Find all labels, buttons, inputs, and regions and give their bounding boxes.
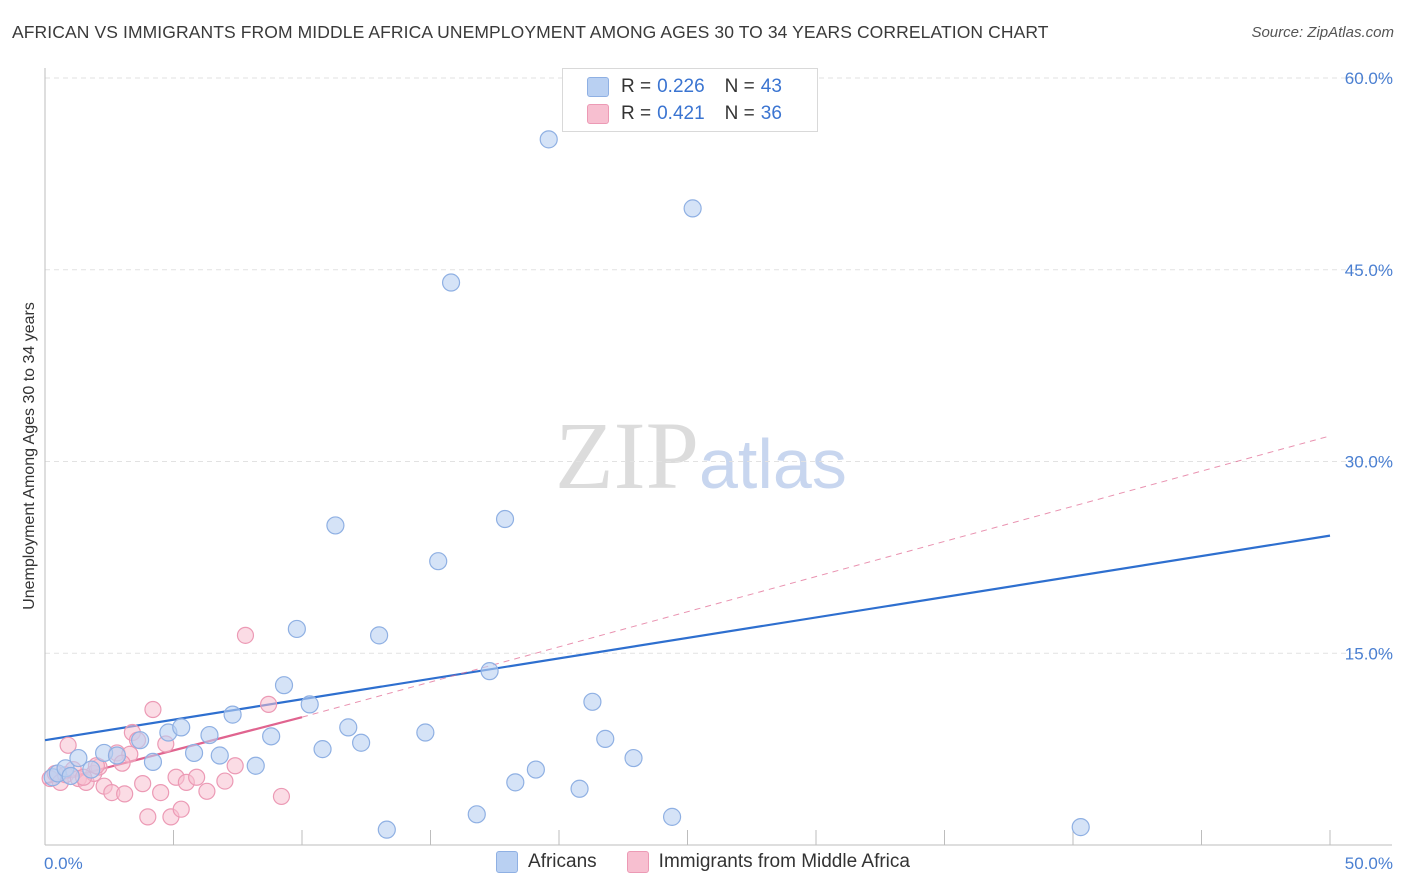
chart-title: AFRICAN VS IMMIGRANTS FROM MIDDLE AFRICA… [12,22,1049,42]
immigrants-point [236,626,255,644]
africans-point [313,740,332,759]
africans-points [43,130,1090,839]
africans-point [467,805,486,824]
legend-row-africans: R = 0.226 N = 43 [587,75,782,99]
immigrants-point [152,783,170,802]
africans-point [326,516,345,535]
africans-point [274,676,294,695]
africans-point [352,733,371,752]
africans-point [246,756,265,775]
y-tick-label: 45.0% [1345,261,1393,280]
africans-point [416,723,435,742]
legend-n-value: 43 [760,76,782,97]
legend-r-value: 0.226 [657,76,705,97]
legend-item-africans: Africans [496,851,597,873]
africans-point [495,509,515,529]
africans-legend-swatch [496,851,519,873]
x-tick-label: 50.0% [1345,854,1393,873]
africans-point [262,727,281,746]
immigrants-point [259,695,278,713]
legend-row-immigrants: R = 0.421 N = 36 [587,102,782,126]
zipatlas-watermark: ZIPatlas [555,400,847,511]
watermark-atlas: atlas [699,425,847,503]
africans-point [441,273,461,292]
africans-point [69,748,88,768]
africans-legend-label: Africans [528,851,597,872]
africans-point [1071,818,1090,837]
immigrants-point [139,808,157,826]
africans-point [143,752,163,772]
africans-point [583,692,602,711]
immigrants-point [144,700,162,719]
source-label: Source: ZipAtlas.com [1251,24,1394,41]
immigrants-point [226,757,244,775]
legend-r-value: 0.421 [657,103,705,124]
africans-point [130,731,150,750]
legend-r-label: R = [621,103,652,124]
africans-point [506,773,525,792]
africans-point [172,718,191,737]
africans-point [624,748,643,768]
watermark-zip: ZIP [555,402,699,509]
africans-point [429,552,448,571]
africans-trend [44,534,1331,742]
africans-point [662,807,682,826]
africans-point [287,619,306,639]
africans-point [539,130,558,149]
africans-point [200,725,219,745]
africans-point [480,662,499,681]
axes [44,68,1392,846]
africans-point [82,760,101,779]
africans-point [210,746,229,765]
immigrants-point [198,782,216,800]
y-tick-label: 60.0% [1345,69,1393,88]
correlation-legend: R = 0.226 N = 43 R = 0.421 N = 36 [562,68,818,132]
africans-swatch [587,77,609,97]
africans-trend-line [44,534,1331,742]
legend-n-value: 36 [760,103,782,124]
africans-point [370,626,389,645]
immigrants-point [216,772,234,790]
immigrants-point [134,775,152,793]
immigrants-legend-swatch [626,851,649,873]
immigrants-trend-extension [301,435,1331,718]
legend-n-label: N = [724,103,755,124]
africans-point [61,766,80,786]
legend-r-label: R = [621,76,652,97]
immigrants-trend [44,435,1331,785]
africans-point [526,760,545,779]
immigrants-point [188,768,206,786]
immigrants-point [272,787,291,806]
africans-point [300,695,319,714]
immigrants-point [172,800,190,818]
africans-point [184,743,204,763]
legend-n-label: N = [724,76,755,97]
africans-point [223,705,242,724]
africans-point [570,779,589,798]
africans-point [107,746,127,765]
x-tick-label: 0.0% [44,854,83,873]
gridlines [45,77,1392,654]
immigrants-legend-label: Immigrants from Middle Africa [658,851,910,872]
immigrants-point [116,785,134,803]
africans-point [339,718,358,737]
africans-point [377,820,396,839]
y-tick-label: 30.0% [1345,453,1393,472]
y-axis-label: Unemployment Among Ages 30 to 34 years [21,302,38,610]
africans-point [683,199,702,218]
tick-labels: 15.0% 30.0% 45.0% 60.0% 0.0% 50.0% [44,69,1393,873]
africans-point [596,729,615,748]
series-legend: Africans Immigrants from Middle Africa [0,851,1406,873]
immigrants-swatch [587,104,609,124]
legend-item-immigrants: Immigrants from Middle Africa [626,851,910,873]
y-tick-label: 15.0% [1345,644,1393,663]
immigrants-point [59,736,77,754]
